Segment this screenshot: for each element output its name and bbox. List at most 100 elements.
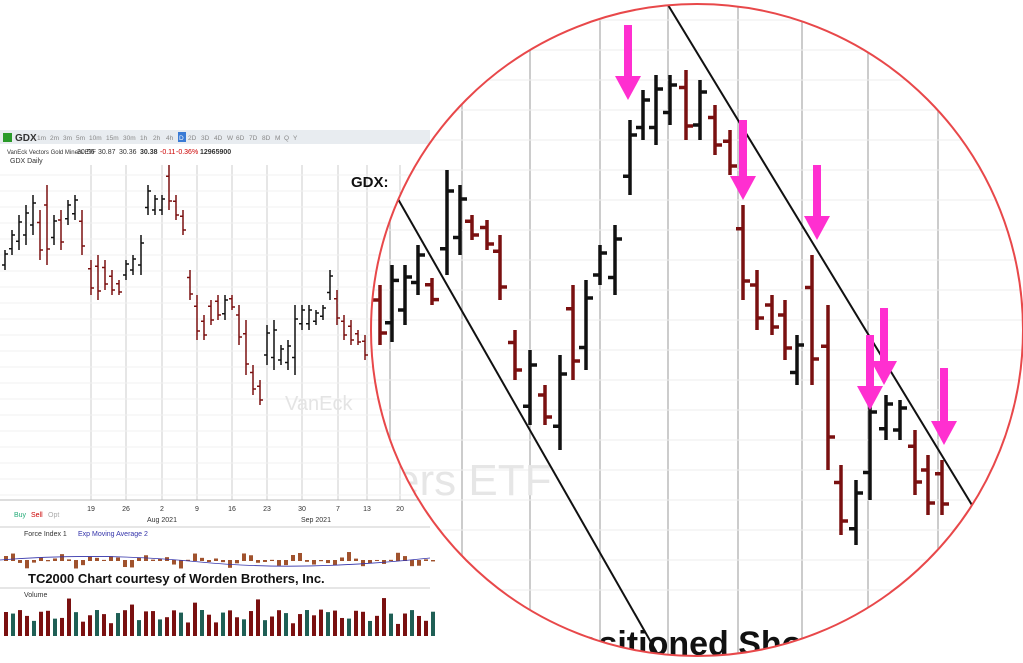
timeframe-button[interactable]: 30m [123,135,136,142]
volume-bar [46,610,50,636]
quote-change: -0.11 [160,149,176,156]
sell-button[interactable]: Sell [31,512,43,519]
force-bar [403,556,407,561]
zoom-bg [371,4,1023,656]
toolbar [0,130,430,144]
arrow-head [730,176,756,200]
force-bar [389,559,393,561]
timeframe-button[interactable]: 3m [63,135,72,142]
volume-bar [179,612,183,636]
buy-button[interactable]: Buy [14,512,27,519]
opt-button[interactable]: Opt [48,512,59,519]
timeframe-button[interactable]: W [227,135,234,142]
volume-bar [4,612,8,636]
force-bar [186,559,190,561]
timeframe-button[interactable]: 8D [262,135,271,142]
force-bar [284,560,288,566]
timeframe-button[interactable]: 2m [50,135,59,142]
volume-bar [172,610,176,636]
force-label: Force Index 1 [24,531,67,538]
force-bar [228,560,232,568]
timeframe-button[interactable]: Y [293,135,298,142]
x-tick-label: 16 [228,506,236,513]
volume-bar [32,620,36,636]
volume-bar [235,617,239,636]
volume-bar [137,620,141,636]
volume-bar [375,615,379,636]
volume-bar [186,622,190,636]
volume-label: Volume [24,592,47,599]
volume-bar [354,610,358,636]
timeframe-button[interactable]: 4D [214,135,223,142]
timeframe-button[interactable]: 2h [153,135,161,142]
volume-bar [249,611,253,636]
force-bar [130,560,134,568]
force-bar [270,559,274,561]
force-bar [18,560,22,563]
force-bar [256,560,260,563]
force-bar [116,557,120,561]
volume-bar [228,610,232,636]
force-bar [158,558,162,561]
timeframe-button[interactable]: 1m [37,135,46,142]
symbol[interactable]: GDX [15,133,37,144]
quote-high: 30.87 [98,149,116,156]
force-bar [347,552,351,561]
force-bar [207,560,211,563]
volume-bar [326,612,330,636]
force-bar [4,556,8,561]
volume-bar [102,614,106,636]
x-tick-label: 9 [195,506,199,513]
volume-bar [123,610,127,636]
timeframe-button[interactable]: 3D [201,135,210,142]
timeframe-button[interactable]: 4h [166,135,174,142]
timeframe-button[interactable]: Q [284,135,289,142]
force-bar [25,560,29,569]
timeframe-button[interactable]: 15m [106,135,119,142]
volume-bar [319,609,323,636]
chart-window: GDX 1m 2m 3m 5m 10m 15m 30m 1h 2h 4h D 2D 3D 4D W 6D 7D 8… [0,130,435,658]
vol-scale: 0.00 [880,636,892,642]
timeframe-button[interactable]: M [275,135,280,142]
chart-label: GDX Daily [10,158,43,165]
timeframe-button[interactable]: 10m [89,135,102,142]
force-bar [53,558,57,561]
arrow-head [871,361,897,385]
force-bar [361,560,365,567]
trend-line [664,4,976,511]
force-bar [32,560,36,563]
force-bar [235,560,239,564]
volume-bar [81,621,85,636]
volume-bar [207,614,211,636]
timeframe-button[interactable]: 7D [249,135,258,142]
force-bar [368,560,372,564]
timeframe-button[interactable]: D [179,135,184,142]
volume-bar [263,620,267,636]
timeframe-button[interactable]: 1h [140,135,148,142]
arrow-head [931,421,957,445]
volume-bar [396,623,400,636]
volume-bar [214,622,218,636]
volume-bar [347,618,351,636]
force-bar [333,560,337,566]
volume-bar [431,611,435,636]
arrow-head [804,216,830,240]
force-bar [67,559,71,561]
vol-scale: 50.0M [880,601,897,607]
volume-bar [270,616,274,636]
quote-open: 30.56 [77,149,95,156]
force-bar [340,557,344,561]
force-bar [88,556,92,561]
volume-bar [410,610,414,636]
volume-bar [144,611,148,636]
volume-bar [291,623,295,636]
volume-bar [403,613,407,636]
volume-bar [361,611,365,636]
timeframe-button[interactable]: 6D [236,135,245,142]
force-bar [375,559,379,561]
timeframe-button[interactable]: 5m [76,135,85,142]
force-bar [102,559,106,561]
quote-volume: 12965900 [200,149,231,156]
force-bar [221,560,225,563]
timeframe-button[interactable]: 2D [188,135,197,142]
